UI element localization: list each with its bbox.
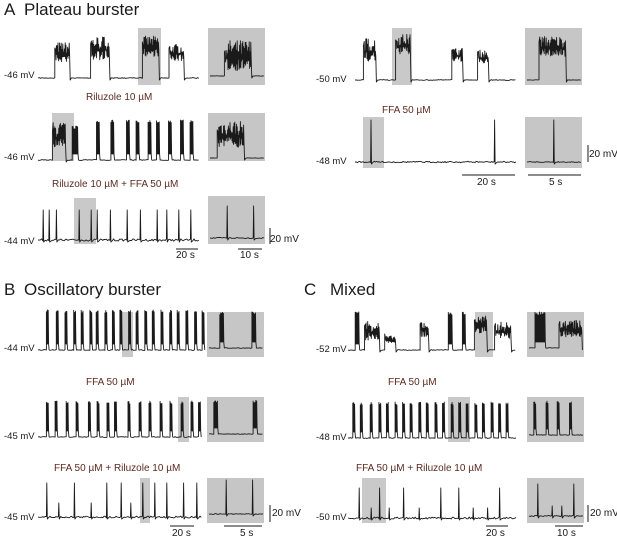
condition-label: FFA 50 µM	[382, 105, 431, 116]
voltage-scale-label: 20 mV	[589, 149, 617, 160]
membrane-trace	[347, 487, 517, 521]
membrane-trace	[37, 35, 200, 81]
panel-a-letter: A	[4, 0, 16, 19]
selection-highlight	[122, 312, 133, 357]
inset-trace	[208, 311, 263, 349]
inset-trace	[209, 121, 264, 161]
time-scale-label: 10 s	[557, 528, 576, 539]
membrane-trace	[347, 311, 516, 353]
voltage-scale-label: 20 mV	[272, 508, 301, 519]
membrane-trace	[37, 400, 202, 438]
condition-label: Riluzole 10 µM	[86, 92, 153, 103]
selection-highlight	[74, 198, 96, 244]
selection-highlight	[362, 478, 386, 523]
inset-trace	[208, 400, 263, 435]
selection-highlight	[138, 28, 161, 85]
membrane-trace	[347, 401, 517, 439]
membrane-trace	[355, 33, 516, 83]
condition-label: Riluzole 10 µM + FFA 50 µM	[52, 179, 179, 190]
time-scale-label: 5 s	[549, 177, 563, 188]
membrane-trace	[37, 482, 202, 520]
voltage-label: -48 mV	[316, 156, 347, 167]
inset-trace	[209, 205, 265, 241]
time-scale-label: 10 s	[240, 250, 259, 261]
inset-trace	[527, 36, 581, 83]
condition-label: FFA 50 µM + Riluzole 10 µM	[356, 463, 483, 474]
inset-trace	[528, 483, 584, 519]
inset-panel	[525, 28, 582, 85]
voltage-label: -45 mV	[4, 512, 35, 523]
selection-highlight	[363, 117, 384, 168]
membrane-trace	[354, 119, 517, 165]
voltage-label: -48 mV	[316, 432, 347, 443]
voltage-label: -52 mV	[316, 344, 347, 355]
voltage-label: -44 mV	[4, 343, 35, 354]
time-scale-label: 20 s	[477, 177, 496, 188]
inset-panel	[207, 478, 264, 523]
membrane-trace	[37, 309, 206, 351]
panel-c-letter: C	[304, 280, 317, 299]
voltage-label: -45 mV	[4, 431, 35, 442]
condition-label: FFA 50 µM	[86, 377, 135, 388]
time-scale-label: 20 s	[486, 528, 505, 539]
panel-c-title: Mixed	[330, 280, 376, 299]
inset-trace	[210, 40, 264, 79]
time-scale-label: 5 s	[240, 528, 254, 539]
inset-panel	[208, 196, 265, 244]
selection-highlight	[475, 312, 493, 357]
time-scale-label: 20 s	[176, 250, 195, 261]
voltage-label: -44 mV	[4, 236, 35, 247]
inset-trace	[208, 479, 264, 517]
voltage-label: -50 mV	[316, 74, 347, 85]
condition-label: FFA 50 µM	[388, 377, 437, 388]
membrane-trace	[37, 119, 199, 163]
inset-trace	[528, 400, 584, 436]
panel-b-title: Oscillatory burster	[24, 280, 161, 299]
voltage-scale-label: 20 mV	[270, 234, 299, 245]
panel-b-letter: B	[4, 280, 16, 299]
voltage-label: -50 mV	[316, 512, 347, 523]
voltage-label: -46 mV	[4, 70, 35, 81]
panel-a-title: Plateau burster	[24, 0, 140, 19]
voltage-label: -46 mV	[4, 152, 35, 163]
selection-highlight	[140, 478, 150, 523]
condition-label: FFA 50 µM + Riluzole 10 µM	[54, 463, 181, 474]
voltage-scale-label: 20 mV	[590, 508, 617, 519]
selection-highlight	[392, 28, 412, 85]
time-scale-label: 20 s	[172, 528, 191, 539]
membrane-trace	[37, 209, 199, 243]
inset-trace	[526, 119, 582, 165]
inset-trace	[528, 311, 583, 351]
